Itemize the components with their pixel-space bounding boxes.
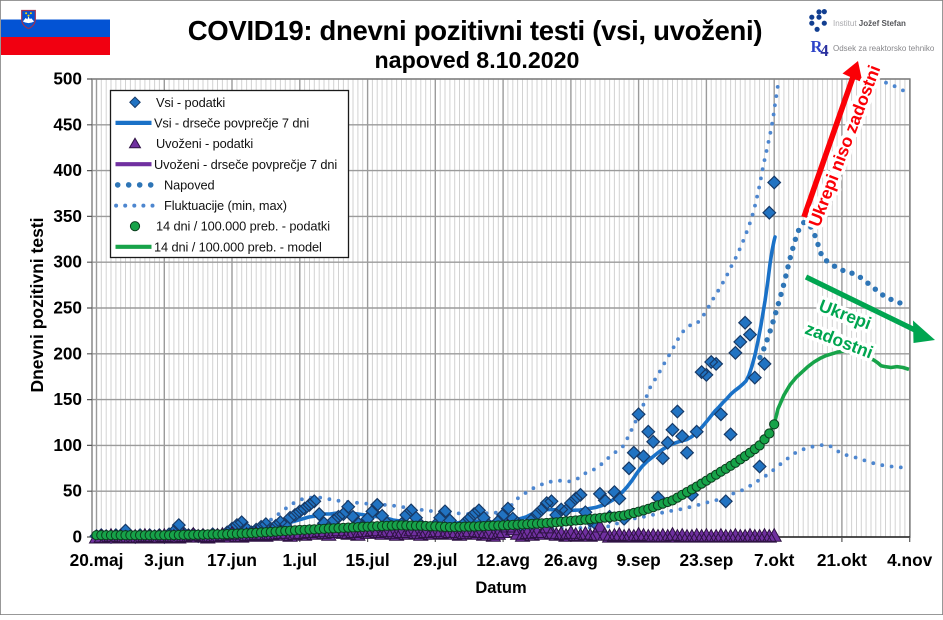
- svg-text:150: 150: [53, 389, 82, 409]
- svg-text:20.maj: 20.maj: [70, 550, 124, 570]
- svg-text:R4: R4: [811, 37, 829, 60]
- svg-text:Institut Jožef Stefan: Institut Jožef Stefan: [833, 19, 906, 28]
- svg-text:COVID19: dnevni pozitivni test: COVID19: dnevni pozitivni testi (vsi, uv…: [188, 15, 762, 46]
- svg-text:Vsi - podatki: Vsi - podatki: [156, 95, 225, 110]
- svg-text:100: 100: [53, 435, 82, 455]
- svg-text:Napoved: Napoved: [164, 177, 215, 192]
- svg-text:Datum: Datum: [475, 579, 526, 597]
- svg-text:250: 250: [53, 298, 82, 318]
- svg-text:29.jul: 29.jul: [413, 550, 457, 570]
- svg-text:1.jul: 1.jul: [283, 550, 318, 570]
- svg-text:17.jun: 17.jun: [207, 550, 257, 570]
- svg-text:Dnevni pozitivni testi: Dnevni pozitivni testi: [27, 217, 47, 392]
- svg-text:Uvoženi - podatki: Uvoženi - podatki: [156, 136, 253, 151]
- svg-text:300: 300: [53, 252, 82, 272]
- svg-text:12.avg: 12.avg: [476, 550, 530, 570]
- svg-text:napoved 8.10.2020: napoved 8.10.2020: [375, 47, 580, 73]
- svg-text:200: 200: [53, 343, 82, 363]
- svg-text:4.nov: 4.nov: [887, 550, 933, 570]
- svg-text:450: 450: [53, 114, 82, 134]
- svg-text:14 dni / 100.000 preb. - model: 14 dni / 100.000 preb. - model: [154, 239, 322, 254]
- svg-text:21.okt: 21.okt: [817, 550, 867, 570]
- svg-text:9.sep: 9.sep: [616, 550, 660, 570]
- svg-text:14 dni / 100.000 preb. - podat: 14 dni / 100.000 preb. - podatki: [156, 219, 330, 234]
- svg-text:50: 50: [63, 481, 82, 501]
- svg-text:3.jun: 3.jun: [144, 550, 184, 570]
- svg-text:Vsi - drseče povprečje 7 dni: Vsi - drseče povprečje 7 dni: [154, 115, 309, 130]
- svg-text:7.okt: 7.okt: [754, 550, 795, 570]
- svg-text:15.jul: 15.jul: [346, 550, 390, 570]
- svg-text:350: 350: [53, 206, 82, 226]
- svg-text:Uvoženi - drseče povprečje 7 d: Uvoženi - drseče povprečje 7 dni: [154, 157, 337, 172]
- svg-text:Odsek za reaktorsko tehniko: Odsek za reaktorsko tehniko: [833, 44, 935, 53]
- svg-text:23.sep: 23.sep: [679, 550, 733, 570]
- svg-text:Fluktuacije (min, max): Fluktuacije (min, max): [164, 198, 287, 213]
- svg-text:0: 0: [72, 527, 82, 547]
- svg-text:500: 500: [53, 69, 82, 89]
- svg-text:400: 400: [53, 160, 82, 180]
- svg-text:26.avg: 26.avg: [544, 550, 598, 570]
